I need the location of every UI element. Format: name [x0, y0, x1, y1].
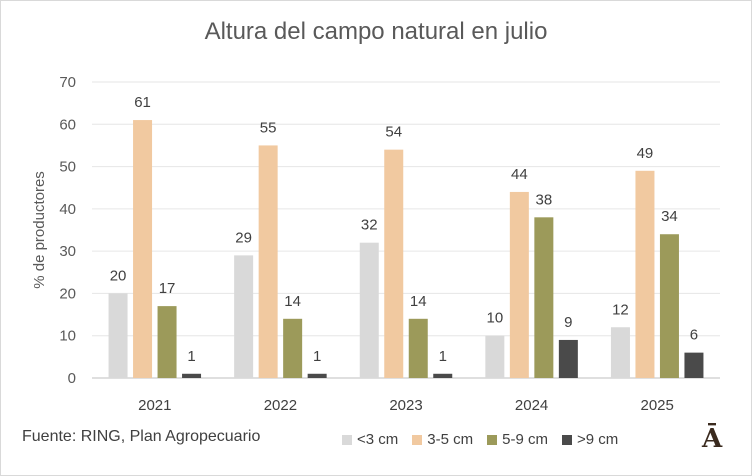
bar-2025-1: [635, 170, 655, 378]
bar-2022-0: [234, 255, 254, 378]
data-label-2023-0: 32: [361, 217, 378, 234]
legend-label-3-5: 3-5 cm: [427, 431, 474, 448]
bar-2023-0: [359, 242, 379, 378]
data-label-2021-2: 17: [159, 280, 176, 297]
data-label-2025-0: 12: [612, 301, 629, 318]
bar-2022-2: [283, 318, 303, 378]
data-label-2023-2: 14: [410, 293, 427, 310]
data-label-2024-0: 10: [487, 310, 504, 327]
y-tick-label-20: 20: [59, 285, 76, 302]
bar-2023-1: [384, 149, 404, 378]
y-tick-label-0: 0: [68, 370, 76, 387]
data-label-2024-2: 38: [536, 191, 553, 208]
data-label-2023-1: 54: [385, 124, 402, 141]
data-label-2025-1: 49: [637, 145, 654, 162]
x-tick-label-2024: 2024: [515, 397, 548, 414]
legend-swatch-3-5: [412, 434, 423, 445]
y-tick-label-60: 60: [59, 116, 76, 133]
legend-item-3-5: 3-5 cm: [412, 431, 473, 448]
data-label-2025-3: 6: [690, 327, 698, 344]
bar-2021-0: [108, 293, 128, 378]
data-label-2021-0: 20: [110, 267, 127, 284]
legend-swatch-5-9: [487, 434, 498, 445]
x-tick-label-2021: 2021: [138, 397, 171, 414]
legend-swatch-gt9: [561, 434, 572, 445]
bar-2023-2: [408, 318, 428, 378]
data-label-2022-2: 14: [284, 293, 301, 310]
data-label-2021-3: 1: [187, 348, 195, 365]
legend-item-5-9: 5-9 cm: [487, 431, 548, 448]
chart-title: Altura del campo natural en julio: [204, 18, 548, 45]
bar-2024-1: [509, 191, 529, 378]
x-tick-label-2023: 2023: [389, 397, 422, 414]
plan-agropecuario-logo: Ā: [702, 424, 723, 454]
y-tick-label-70: 70: [59, 74, 76, 91]
bar-2021-1: [133, 120, 153, 379]
bar-2024-2: [534, 217, 554, 378]
bar-2023-3: [433, 373, 453, 378]
bar-2022-3: [307, 373, 327, 378]
data-label-2024-1: 44: [511, 166, 528, 183]
legend-item-lt3: <3 cm: [342, 431, 398, 448]
bar-2025-2: [659, 234, 679, 378]
y-tick-label-30: 30: [59, 243, 76, 260]
legend-label-lt3: <3 cm: [357, 431, 399, 448]
bar-2025-3: [684, 352, 704, 378]
legend-label-gt9: >9 cm: [576, 431, 619, 448]
legend-label-5-9: 5-9 cm: [502, 431, 548, 448]
source-note: Fuente: RING, Plan Agropecuario: [22, 428, 261, 445]
data-label-2022-1: 55: [260, 119, 277, 136]
bar-2024-3: [558, 339, 578, 378]
data-label-2022-3: 1: [313, 348, 321, 365]
y-tick-label-40: 40: [59, 201, 76, 218]
y-axis-title: % de productores: [31, 171, 48, 289]
data-label-2025-2: 34: [661, 208, 678, 225]
data-label-2022-0: 29: [235, 229, 252, 246]
bar-2024-0: [485, 335, 505, 378]
x-tick-label-2022: 2022: [264, 397, 297, 414]
data-label-2021-1: 61: [134, 94, 151, 111]
bar-2021-2: [157, 306, 177, 378]
bar-2021-3: [182, 373, 202, 378]
bar-2022-1: [258, 145, 278, 378]
data-label-2024-3: 9: [564, 314, 572, 331]
legend-item-gt9: >9 cm: [561, 431, 619, 448]
x-tick-label-2025: 2025: [641, 397, 674, 414]
y-tick-label-10: 10: [59, 328, 76, 345]
bar-2025-0: [610, 327, 630, 378]
legend-swatch-lt3: [342, 434, 352, 445]
data-label-2023-3: 1: [439, 348, 447, 365]
legend: <3 cm 3-5 cm 5-9 cm >9 cm: [342, 431, 618, 448]
y-tick-label-50: 50: [59, 159, 76, 176]
